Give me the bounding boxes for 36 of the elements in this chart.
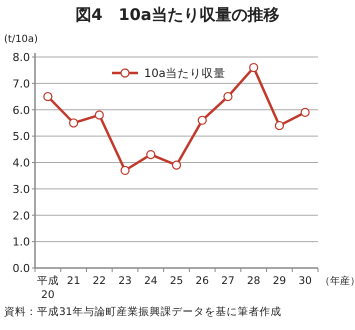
x-axis-title: （年産） [320,275,355,287]
legend-label: 10a当たり収量 [144,66,226,80]
point [146,150,156,160]
y-tick-label: 3.0 [12,182,30,196]
x-tick-label: 27 [221,275,235,287]
point [43,92,52,102]
y-tick-label: 4.0 [12,156,30,170]
x-tick-label: 23 [118,275,132,287]
point [274,120,284,130]
y-tick-label: 7.0 [12,77,30,90]
point [68,118,78,128]
y-tick-label: 1.0 [12,236,30,249]
y-tick-label: 6.0 [12,104,30,117]
x-tick-label: 26 [196,275,210,287]
point [223,92,233,102]
chart-title: 図4 10a当たり収量の推移 [75,5,280,24]
y-tick-label: 2.0 [12,209,30,222]
x-tick-label: 21 [66,275,80,287]
x-tick-label: 29 [272,275,286,287]
point [300,108,310,117]
y-tick-label: 0.0 [12,262,30,275]
y-tick-label: 5.0 [12,130,30,144]
x-tick-label: 25 [170,275,184,287]
point [249,62,258,72]
y-tick-label: 8.0 [12,51,30,64]
x-tick-label: 24 [144,275,158,287]
point [198,116,207,125]
x-tick-label: 28 [246,275,260,287]
x-tick-label: 平成 20 [36,274,59,301]
point [120,166,130,176]
point [94,110,104,120]
x-tick-label: 30 [298,275,312,287]
x-tick-label: 22 [92,275,106,287]
text: 資料：平成31年与論町産業振興課データを基に筆者作成 [4,305,282,318]
y-axis-title: (t/10a) [4,34,38,45]
point [172,160,182,170]
